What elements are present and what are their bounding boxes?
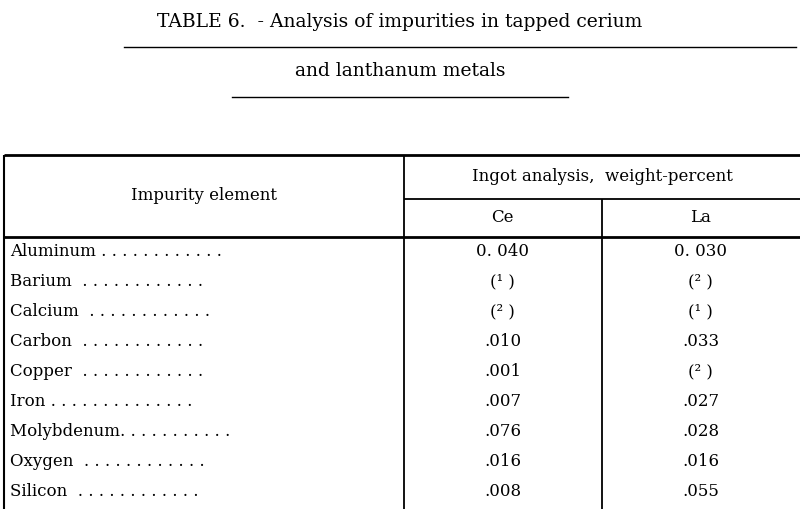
Text: Copper  . . . . . . . . . . . .: Copper . . . . . . . . . . . . xyxy=(10,363,203,380)
Text: .007: .007 xyxy=(484,393,522,410)
Text: TABLE 6.  - Analysis of impurities in tapped cerium: TABLE 6. - Analysis of impurities in tap… xyxy=(158,13,642,31)
Text: .010: .010 xyxy=(484,333,522,350)
Text: .016: .016 xyxy=(682,454,719,470)
Text: Molybdenum. . . . . . . . . . .: Molybdenum. . . . . . . . . . . xyxy=(10,423,230,440)
Text: Iron . . . . . . . . . . . . . .: Iron . . . . . . . . . . . . . . xyxy=(10,393,193,410)
Text: La: La xyxy=(690,209,711,226)
Text: Ce: Ce xyxy=(491,209,514,226)
Text: (² ): (² ) xyxy=(688,363,714,380)
Text: Carbon  . . . . . . . . . . . .: Carbon . . . . . . . . . . . . xyxy=(10,333,203,350)
Text: .033: .033 xyxy=(682,333,719,350)
Text: .008: .008 xyxy=(484,484,522,500)
Text: (² ): (² ) xyxy=(490,303,515,320)
Text: 0. 040: 0. 040 xyxy=(476,243,530,260)
Text: Calcium  . . . . . . . . . . . .: Calcium . . . . . . . . . . . . xyxy=(10,303,210,320)
Text: Silicon  . . . . . . . . . . . .: Silicon . . . . . . . . . . . . xyxy=(10,484,199,500)
Text: .001: .001 xyxy=(484,363,522,380)
Text: 0. 030: 0. 030 xyxy=(674,243,727,260)
Text: Ingot analysis,  weight-percent: Ingot analysis, weight-percent xyxy=(471,168,733,185)
Text: Aluminum . . . . . . . . . . . .: Aluminum . . . . . . . . . . . . xyxy=(10,243,222,260)
Text: and lanthanum metals: and lanthanum metals xyxy=(294,62,506,80)
Text: .016: .016 xyxy=(484,454,522,470)
Text: .055: .055 xyxy=(682,484,719,500)
Text: .027: .027 xyxy=(682,393,719,410)
Text: .028: .028 xyxy=(682,423,719,440)
Text: (¹ ): (¹ ) xyxy=(688,303,714,320)
Text: Barium  . . . . . . . . . . . .: Barium . . . . . . . . . . . . xyxy=(10,273,203,290)
Text: Impurity element: Impurity element xyxy=(131,187,277,205)
Text: Oxygen  . . . . . . . . . . . .: Oxygen . . . . . . . . . . . . xyxy=(10,454,205,470)
Text: (¹ ): (¹ ) xyxy=(490,273,515,290)
Text: .076: .076 xyxy=(484,423,522,440)
Text: (² ): (² ) xyxy=(688,273,714,290)
